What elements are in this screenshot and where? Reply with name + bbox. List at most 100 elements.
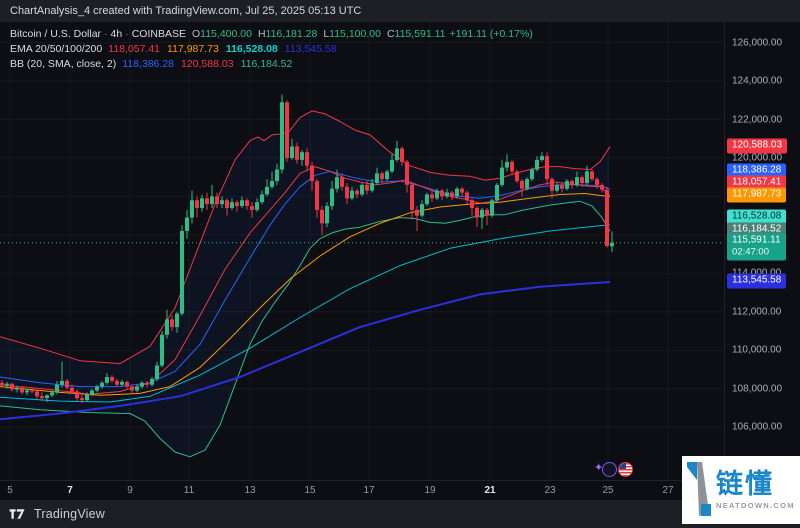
- ema-label[interactable]: EMA 20/50/100/200: [10, 43, 103, 55]
- symbol-title[interactable]: Bitcoin / U.S. Dollar: [10, 28, 102, 40]
- candle-body: [75, 391, 79, 399]
- candle-body: [400, 148, 404, 162]
- bar-countdown: 02:47:00: [732, 246, 769, 258]
- candle-body: [465, 192, 469, 201]
- indicator-line-ema-20: [0, 166, 611, 395]
- candle-body: [565, 181, 569, 189]
- us-flag-canton: [619, 463, 626, 469]
- ema-value: 113,545.58: [284, 43, 337, 55]
- current-price-value: 115,591.11: [732, 234, 781, 246]
- open-value: 115,400.00: [200, 28, 252, 40]
- candle-body: [15, 387, 19, 390]
- candle-body: [255, 202, 259, 210]
- plot-area[interactable]: [0, 22, 723, 480]
- candle-body: [10, 383, 14, 390]
- ema-value: 117,987.73: [167, 43, 219, 55]
- price-axis-tick: 112,000.00: [732, 306, 782, 318]
- ema-value: 118,057.41: [108, 43, 161, 55]
- candle-body: [570, 181, 574, 185]
- candle-body: [175, 313, 179, 328]
- price-label-badge: 120,588.03: [727, 138, 788, 154]
- candle-body: [610, 242, 614, 247]
- candle-body: [390, 159, 394, 172]
- ema-value: 116,528.08: [225, 43, 278, 55]
- candle-body: [210, 196, 214, 205]
- candle-body: [435, 190, 439, 199]
- candle-body: [295, 146, 299, 160]
- candle-body: [385, 171, 389, 180]
- candle-body: [300, 152, 304, 160]
- candle-body: [245, 200, 249, 207]
- us-flag-event-icon[interactable]: [618, 462, 633, 477]
- interval-label[interactable]: 4h: [110, 28, 123, 40]
- candle-body: [40, 396, 44, 399]
- exchange-label[interactable]: COINBASE: [131, 28, 186, 40]
- close-label: C: [386, 28, 395, 40]
- candle-body: [525, 179, 529, 189]
- candle-body: [205, 198, 209, 205]
- indicator-line-bb-lower-20-2-: [0, 200, 611, 458]
- candle-body: [150, 378, 154, 385]
- candle-body: [290, 146, 294, 158]
- current-price-badge: 115,591.11 02:47:00: [727, 233, 786, 261]
- price-axis[interactable]: 126,000.00 124,000.00 122,000.00 120,000.00…: [724, 22, 800, 500]
- candle-body: [450, 192, 454, 197]
- watermark-domain: NEATDOWN.COM: [716, 500, 795, 510]
- high-value: 116,181.28: [265, 28, 318, 40]
- candle-body: [25, 390, 29, 393]
- candle-body: [505, 161, 509, 168]
- candle-body: [45, 395, 49, 399]
- time-axis-tick: 17: [363, 485, 375, 496]
- candle-body: [575, 177, 579, 185]
- bb-label[interactable]: BB (20, SMA, close, 2): [10, 58, 117, 70]
- candle-body: [535, 159, 539, 170]
- sparkle-event-icon[interactable]: [602, 462, 617, 477]
- price-axis-tick: 110,000.00: [732, 344, 782, 356]
- candle-body: [370, 182, 374, 191]
- open-label: O: [191, 28, 201, 40]
- candle-body: [50, 392, 54, 396]
- symbol-row: Bitcoin / U.S. Dollar · 4h · COINBASE O115,40…: [10, 27, 533, 42]
- price-label-badge: 118,386.28: [727, 163, 787, 179]
- separator-dot: ·: [104, 28, 108, 40]
- low-value: 115,100.00: [329, 28, 381, 40]
- footer-bar: TradingView: [0, 500, 800, 528]
- export-title: ChartAnalysis_4 created with TradingView…: [10, 5, 362, 17]
- tradingview-brand[interactable]: TradingView: [34, 507, 105, 521]
- neatdown-logo-icon: [687, 462, 711, 516]
- candle-body: [130, 386, 134, 391]
- candle-body: [5, 383, 9, 386]
- candle-body: [165, 319, 169, 335]
- price-label-badge: 116,528.08: [727, 209, 787, 225]
- candle-body: [420, 204, 424, 216]
- candle-body: [485, 209, 489, 216]
- candle-body: [540, 156, 544, 160]
- candle-body: [475, 207, 479, 218]
- candle-body: [145, 382, 149, 385]
- candle-body: [430, 194, 434, 199]
- candle-body: [495, 184, 499, 201]
- candle-body: [170, 319, 174, 328]
- candle-body: [125, 381, 129, 387]
- tradingview-logo-icon[interactable]: [9, 508, 27, 520]
- candle-body: [85, 394, 89, 401]
- candle-body: [160, 334, 164, 366]
- candle-body: [70, 387, 74, 392]
- candle-body: [190, 200, 194, 218]
- candle-body: [35, 391, 39, 397]
- candle-body: [530, 169, 534, 180]
- bb-value: 118,386.28: [122, 58, 174, 70]
- price-axis-tick: 106,000.00: [732, 421, 783, 433]
- candle-body: [460, 188, 464, 193]
- ema-indicator-row[interactable]: EMA 20/50/100/200 118,057.41 117,987.73 116…: [10, 42, 533, 57]
- price-axis-tick: 120,000.00: [732, 152, 783, 164]
- bb-indicator-row[interactable]: BB (20, SMA, close, 2) 118,386.28 120,588.…: [10, 57, 533, 72]
- candle-body: [100, 382, 104, 387]
- watermark-cn: 链懂: [716, 468, 774, 499]
- time-axis[interactable]: 5 7 9 11 13 15 17 19 21 23 25 27: [0, 480, 724, 500]
- candle-body: [330, 188, 334, 207]
- candle-body: [315, 181, 319, 210]
- separator-dot: ·: [125, 28, 129, 40]
